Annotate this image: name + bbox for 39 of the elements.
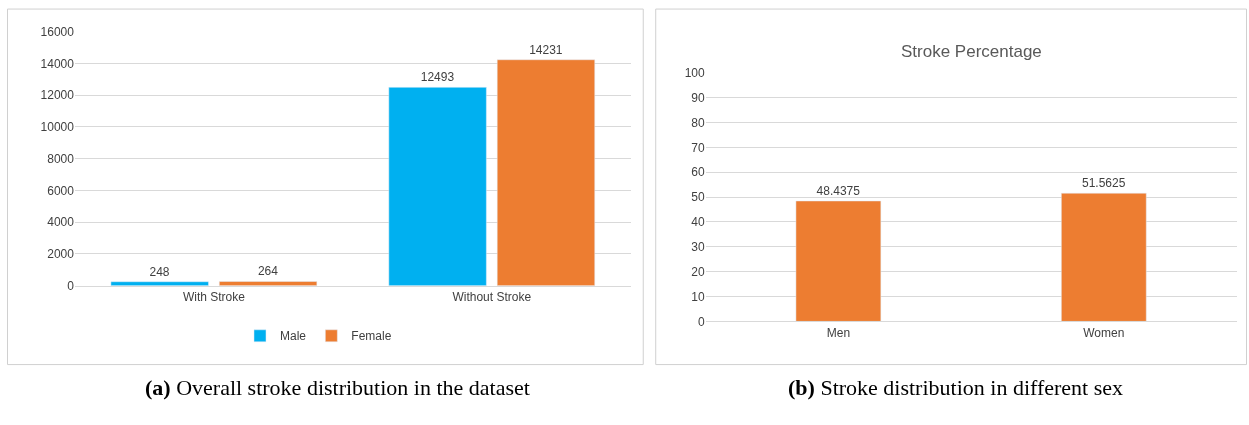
- chart-title: Stroke Percentage: [901, 42, 1042, 61]
- data-label: 48.4375: [816, 183, 861, 198]
- y-tick-label: 10000: [40, 120, 75, 135]
- y-tick-label: 0: [67, 278, 75, 293]
- data-label: 14231: [529, 42, 563, 57]
- data-label: 12493: [420, 70, 455, 85]
- x-tick-label: Women: [1083, 325, 1125, 340]
- y-tick-label: 0: [698, 314, 705, 329]
- x-tick-label: Without Stroke: [452, 290, 532, 305]
- y-tick-label: 40: [691, 215, 705, 230]
- y-tick-label: 70: [691, 140, 705, 155]
- legend-label: Male: [279, 329, 307, 344]
- y-tick-label: 12000: [40, 88, 75, 103]
- data-label: 51.5625: [1081, 176, 1126, 191]
- y-tick-label: 14000: [40, 56, 75, 71]
- y-tick-label: 100: [684, 65, 705, 80]
- y-tick-label: 2000: [47, 247, 75, 262]
- y-tick-label: 60: [691, 165, 705, 180]
- y-tick-label: 16000: [40, 24, 75, 39]
- y-tick-label: 50: [691, 190, 705, 205]
- y-tick-label: 80: [691, 115, 705, 130]
- y-tick-label: 4000: [47, 215, 75, 230]
- text: (a) Overall stroke distribution in the dataset: [145, 375, 530, 400]
- y-tick-label: 20: [691, 264, 705, 279]
- legend-label: Female: [351, 329, 392, 344]
- x-tick-label: Men: [826, 325, 851, 340]
- y-tick-label: 90: [691, 90, 705, 105]
- bar: [496, 59, 596, 286]
- data-label: 248: [149, 264, 170, 279]
- bar: [219, 281, 318, 286]
- bar: [388, 87, 487, 286]
- x-tick-label: With Stroke: [182, 290, 246, 305]
- y-tick-label: 8000: [47, 151, 75, 166]
- text: (b) Stroke distribution in different sex: [788, 375, 1124, 400]
- y-tick-label: 10: [691, 289, 705, 304]
- y-tick-label: 30: [691, 240, 705, 255]
- bar: [110, 281, 209, 286]
- y-tick-label: 6000: [47, 183, 75, 198]
- data-label: 264: [257, 264, 279, 279]
